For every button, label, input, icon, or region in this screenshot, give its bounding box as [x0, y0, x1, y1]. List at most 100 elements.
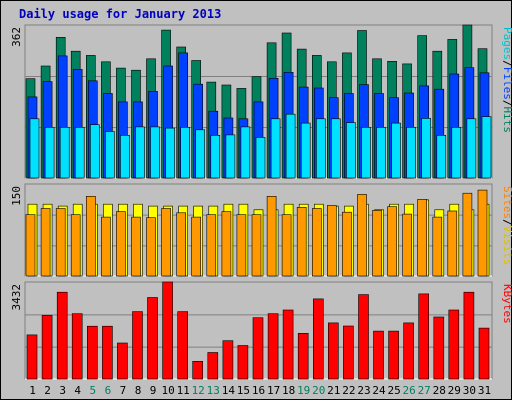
x-axis-labels: 1 2 3 4 5 6 7 8 9 10 11 12 13 14 15 16 17 18 19 20 21 22 23 24 2… — [29, 384, 491, 397]
bar-sites-day-28 — [432, 216, 443, 277]
bar-kbytes-day-23 — [358, 294, 369, 380]
bar-kbytes-day-19 — [297, 332, 309, 380]
bar-sites-day-22 — [342, 211, 352, 277]
bar-kbytes-day-15 — [237, 345, 249, 380]
bar-sites-day-27 — [417, 199, 428, 277]
x-tick-label-day-11: 11 — [177, 384, 190, 397]
bar-kbytes-day-3 — [56, 291, 68, 380]
bar-pages-day-15 — [240, 126, 251, 179]
bar-sites-day-10 — [161, 208, 171, 277]
bar-pages-day-10 — [165, 127, 175, 179]
bar-kbytes-day-2 — [41, 315, 53, 380]
x-tick-label-day-14: 14 — [222, 384, 236, 397]
axis-label-part: Sites — [501, 186, 512, 219]
x-tick-label-day-29: 29 — [448, 384, 461, 397]
bar-kbytes-day-8 — [132, 311, 143, 380]
bar-sites-day-15 — [236, 214, 247, 277]
bar-pages-day-27 — [421, 118, 432, 179]
bar-kbytes-day-12 — [192, 360, 203, 380]
bar-pages-day-12 — [195, 129, 205, 179]
bar-kbytes-day-5 — [87, 325, 98, 380]
bar-sites-day-1 — [25, 214, 36, 277]
bar-sites-day-30 — [462, 192, 473, 277]
x-tick-label-day-26: 26 — [402, 384, 415, 397]
bar-sites-day-11 — [176, 212, 186, 277]
bar-kbytes-day-6 — [102, 325, 113, 380]
bar-kbytes-day-17 — [267, 313, 279, 380]
bar-pages-day-29 — [451, 127, 462, 179]
bar-kbytes-day-27 — [418, 293, 430, 380]
bar-kbytes-day-1 — [26, 334, 38, 380]
bar-sites-day-14 — [221, 211, 232, 277]
bar-sites-day-31 — [477, 189, 488, 277]
x-tick-label-day-10: 10 — [161, 384, 174, 397]
bar-sites-day-23 — [357, 194, 367, 277]
x-tick-label-day-18: 18 — [282, 384, 295, 397]
bar-kbytes-day-29 — [448, 309, 460, 380]
bar-sites-day-2 — [40, 208, 51, 277]
axis-label-part: / — [501, 219, 512, 226]
bar-kbytes-day-28 — [433, 316, 445, 380]
bar-kbytes-day-20 — [312, 298, 324, 380]
bar-sites-day-17 — [266, 196, 277, 277]
bar-kbytes-day-26 — [403, 322, 414, 380]
bar-pages-day-19 — [300, 122, 311, 179]
bar-sites-day-18 — [281, 214, 292, 277]
bar-pages-day-14 — [225, 134, 236, 179]
bar-sites-day-16 — [251, 214, 262, 277]
x-tick-label-day-22: 22 — [342, 384, 355, 397]
x-tick-label-day-25: 25 — [387, 384, 400, 397]
bar-pages-day-6 — [105, 131, 115, 179]
bar-pages-day-23 — [361, 127, 371, 179]
axis-label-part: Visits — [501, 226, 512, 266]
bar-pages-day-16 — [255, 137, 266, 179]
panel-visits-axis-label: Sites/Visits — [501, 186, 512, 266]
bar-kbytes-day-14 — [222, 340, 234, 380]
bar-pages-day-22 — [346, 122, 356, 179]
x-tick-label-day-16: 16 — [252, 384, 265, 397]
bar-sites-day-26 — [402, 213, 412, 277]
bar-sites-day-13 — [206, 214, 217, 277]
x-tick-label-day-4: 4 — [74, 384, 81, 397]
panels-layer: 362Pages/Files/Hits150Sites/Visits3432KB… — [10, 24, 512, 380]
x-tick-label-day-6: 6 — [105, 384, 112, 397]
panel-visits-ymax-label: 150 — [10, 186, 23, 206]
axis-label-part: Hits — [501, 107, 512, 134]
bar-kbytes-day-24 — [373, 330, 384, 380]
bar-sites-day-6 — [101, 216, 111, 277]
panel-kbytes: 3432 KBytes — [10, 281, 512, 380]
bar-kbytes-day-30 — [463, 291, 475, 380]
bar-pages-day-31 — [481, 116, 492, 179]
bar-pages-day-13 — [210, 135, 221, 179]
x-tick-label-day-12: 12 — [192, 384, 205, 397]
x-tick-label-day-8: 8 — [135, 384, 142, 397]
x-tick-label-day-20: 20 — [312, 384, 325, 397]
bar-pages-day-9 — [150, 126, 160, 179]
bar-pages-day-2 — [44, 127, 55, 179]
bar-pages-day-3 — [59, 127, 70, 179]
bar-pages-day-5 — [90, 124, 100, 179]
bar-kbytes-day-4 — [71, 313, 83, 380]
x-tick-label-day-2: 2 — [44, 384, 51, 397]
panel-visits: 150 Sites/Visits — [10, 183, 512, 277]
x-tick-label-day-21: 21 — [327, 384, 340, 397]
bar-pages-day-28 — [436, 135, 447, 179]
bar-sites-day-25 — [387, 206, 397, 277]
bar-kbytes-day-22 — [343, 325, 354, 380]
axis-label-part: Pages — [501, 27, 512, 60]
panel-kbytes-ymax-label: 3432 — [10, 284, 23, 311]
bar-pages-day-20 — [315, 118, 326, 179]
axis-label-part: / — [501, 60, 512, 67]
x-tick-label-day-30: 30 — [463, 384, 476, 397]
chart-title: Daily usage for January 2013 — [19, 7, 221, 21]
bar-sites-day-5 — [86, 196, 96, 277]
bar-kbytes-day-21 — [327, 322, 339, 380]
bar-sites-day-20 — [311, 208, 322, 277]
x-tick-label-day-31: 31 — [478, 384, 491, 397]
x-tick-label-day-5: 5 — [89, 384, 96, 397]
x-tick-label-day-9: 9 — [150, 384, 157, 397]
bar-kbytes-day-10 — [162, 281, 173, 380]
